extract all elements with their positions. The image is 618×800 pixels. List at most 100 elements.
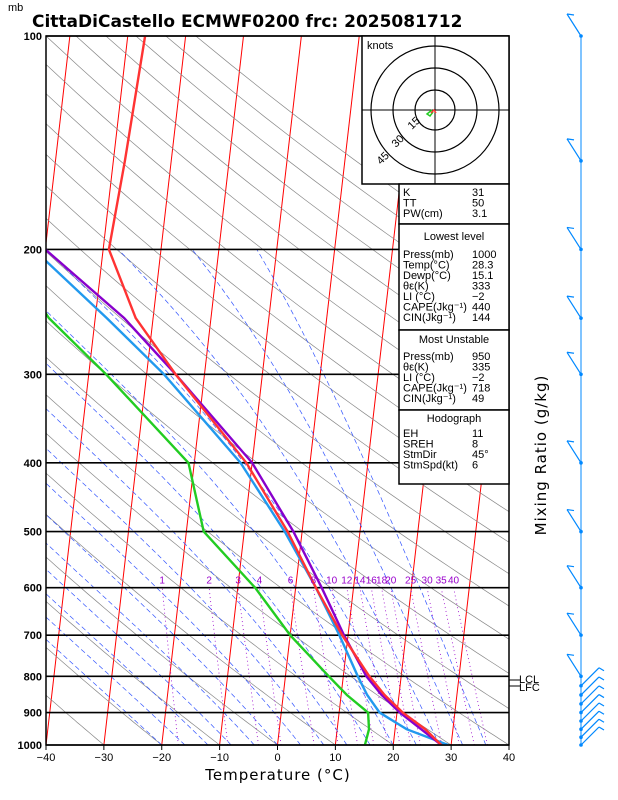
index-value: 15.1 [472,270,493,282]
mixing-ratio-label: 25 [405,576,417,587]
pressure-unit-label: mb [8,2,23,14]
pressure-tick-label: 400 [24,458,42,470]
hodograph-storm-motion [430,108,437,114]
lfc-label: LFC [519,682,540,694]
wind-barb [566,653,582,677]
index-value: −2 [472,291,485,303]
index-value: 440 [472,302,490,314]
x-tick-label: 0 [274,752,280,764]
dry-adiabat [46,556,278,745]
dry-adiabat [46,63,509,425]
index-box [398,183,510,225]
wind-barb [580,726,600,746]
sounding-profiles [46,36,449,745]
index-box [398,223,510,331]
mixing-ratio-label: 6 [288,576,294,587]
wind-barb-flag [566,138,575,141]
dry-adiabat [46,513,336,745]
moist-adiabat [46,482,301,745]
index-label: CAPE(Jkg⁻¹) [403,383,467,395]
moist-adiabat [46,638,163,745]
wind-barb-flag [598,667,605,672]
wind-barb-flag [566,612,575,615]
moist-adiabat [46,616,186,745]
mixing-ratio-line [208,587,229,745]
mixing-ratio-label: 8 [311,576,317,587]
index-label: StmDir [403,449,437,461]
mixing-ratio-label: 16 [366,576,378,587]
isotherm-line [46,36,129,745]
mixing-ratio-label: 12 [341,576,353,587]
index-section-title: Lowest level [424,231,485,243]
isotherm-line [161,36,244,745]
right-axis-label: Mixing Ratio (g/kg) [532,375,550,536]
index-label: Dewp(°C) [403,270,451,282]
wind-barb-flag [566,295,575,298]
moist-adiabat [46,362,371,745]
mixing-ratio-line [453,587,488,745]
wind-barb-flag [598,726,605,731]
mixing-ratio-label: 30 [422,576,434,587]
wind-barb [566,295,582,319]
pressure-tick-label: 700 [24,630,42,642]
wind-barb [566,227,582,250]
mixing-ratio-label: 2 [206,576,212,587]
moist-adiabat [46,249,417,745]
index-label: LI (°C) [403,291,435,303]
index-box [398,409,510,485]
x-tick-label: −10 [210,752,229,764]
mixing-ratio-label: 14 [354,576,366,587]
dry-adiabat [46,432,452,745]
wind-barb-flag [598,685,605,690]
index-label: PW(cm) [403,208,443,220]
index-value: 144 [472,312,490,324]
isotherm-line [103,36,187,745]
lcl-label: LCL [519,674,539,686]
wind-barb [580,718,600,738]
dry-adiabat [46,123,509,483]
hodograph-ring-30 [392,67,478,153]
pressure-tick-label: 300 [24,369,42,381]
wind-barb [580,710,600,730]
index-value: 6 [472,460,478,472]
dry-adiabat [46,251,509,607]
index-label: TT [403,198,417,210]
wind-barb [580,685,600,705]
index-value: 1000 [472,249,496,261]
wind-barb [566,351,582,375]
dewpoint-profile [46,311,371,745]
wind-barb-flag [566,13,575,16]
mixing-ratio-line [259,587,282,745]
x-tick-label: 20 [387,752,399,764]
x-tick-label: −40 [37,752,56,764]
mixing-ratio-label: 10 [326,576,338,587]
indices-panel: K 31 TT 50 PW(cm) 3.1 Lowest level Press(mb) 100… [398,183,510,485]
index-label: SREH [403,439,434,451]
isotherm-line [277,36,360,745]
dry-adiabat [46,394,509,745]
wind-barb [566,509,582,532]
hodograph-unit: knots [367,40,394,52]
dry-adiabats [46,36,509,745]
dry-adiabat [46,36,509,398]
hodograph-trace [425,109,434,118]
index-label: CIN(Jkg⁻¹) [403,393,456,405]
wind-barb [580,702,600,722]
wind-barb-flag [598,676,605,681]
x-tick-label: 30 [445,752,457,764]
index-label: CAPE(Jkg⁻¹) [403,302,467,314]
wind-barb-flag [598,718,605,723]
index-label: Press(mb) [403,351,454,363]
index-label: Press(mb) [403,249,454,261]
dry-adiabat [46,356,509,710]
index-value: 950 [472,351,490,363]
moist-adiabat [46,408,348,745]
hodograph-ring-15 [414,89,456,131]
index-value: 45° [472,449,489,461]
wind-barb-flag [566,565,575,568]
index-label: LI (°C) [403,372,435,384]
index-value: 11 [472,428,483,440]
index-value: 3.1 [472,208,487,220]
wind-barb [566,440,582,464]
